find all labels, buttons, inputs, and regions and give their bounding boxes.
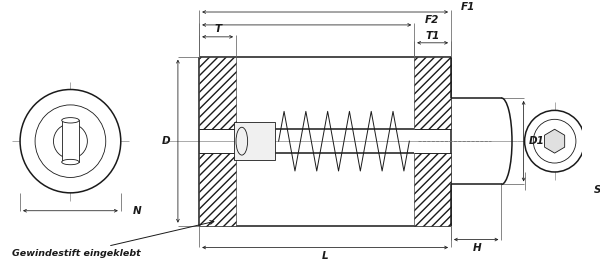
Text: S: S <box>595 185 600 195</box>
Bar <box>414 57 451 129</box>
Bar <box>414 153 451 226</box>
Text: T: T <box>214 24 221 34</box>
Bar <box>62 120 79 162</box>
Text: F1: F1 <box>461 2 476 12</box>
Text: T1: T1 <box>425 31 440 41</box>
Text: Gewindestift eingeklebt: Gewindestift eingeklebt <box>13 220 214 258</box>
Circle shape <box>20 90 121 193</box>
Bar <box>199 153 236 226</box>
Ellipse shape <box>62 159 79 165</box>
Bar <box>199 57 236 129</box>
Text: D: D <box>162 136 170 146</box>
Ellipse shape <box>62 118 79 123</box>
Circle shape <box>524 110 584 172</box>
Bar <box>234 122 275 160</box>
Polygon shape <box>545 129 565 153</box>
Text: N: N <box>133 206 141 216</box>
Text: H: H <box>472 244 481 254</box>
Text: D1: D1 <box>529 136 545 146</box>
Text: L: L <box>322 251 328 261</box>
Text: F2: F2 <box>424 15 439 25</box>
